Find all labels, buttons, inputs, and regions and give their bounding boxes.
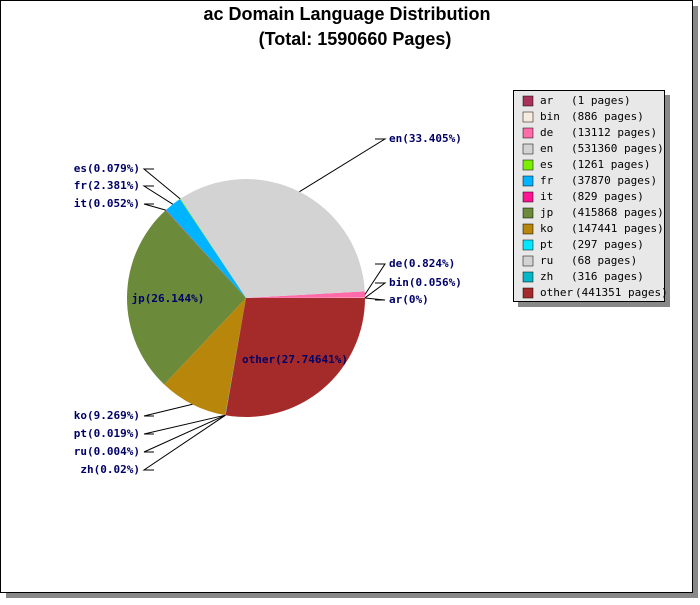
slice-label: ar(0%) — [389, 293, 429, 306]
legend-label: es — [540, 158, 553, 171]
slice-label: es(0.079%) — [74, 162, 140, 175]
legend-value: (68 pages) — [571, 254, 637, 267]
slice-label: jp(26.144%) — [132, 292, 205, 305]
slice-label: en(33.405%) — [389, 132, 462, 145]
slice-label: de(0.824%) — [389, 257, 455, 270]
legend-value: (441351 pages) — [575, 286, 668, 299]
legend-value: (316 pages) — [571, 270, 644, 283]
legend-label: de — [540, 126, 553, 139]
legend-value: (147441 pages) — [571, 222, 664, 235]
chart-subtitle: (Total: 1590660 Pages) — [259, 29, 452, 49]
legend-value: (297 pages) — [571, 238, 644, 251]
slice-label: other(27.74641%) — [242, 353, 348, 366]
legend-label: bin — [540, 110, 560, 123]
legend-label: zh — [540, 270, 553, 283]
legend-value: (13112 pages) — [571, 126, 657, 139]
legend-swatch — [523, 176, 533, 186]
legend-label: jp — [540, 206, 553, 219]
legend-swatch — [523, 224, 533, 234]
legend-swatch — [523, 144, 533, 154]
legend-label: ko — [540, 222, 553, 235]
legend-value: (829 pages) — [571, 190, 644, 203]
chart-title: ac Domain Language Distribution — [203, 4, 490, 24]
legend-swatch — [523, 272, 533, 282]
legend-label: pt — [540, 238, 553, 251]
legend-value: (531360 pages) — [571, 142, 664, 155]
legend-value: (415868 pages) — [571, 206, 664, 219]
legend-label: ru — [540, 254, 553, 267]
slice-label: bin(0.056%) — [389, 276, 462, 289]
legend-swatch — [523, 192, 533, 202]
legend-value: (1261 pages) — [571, 158, 650, 171]
legend-swatch — [523, 160, 533, 170]
slice-label: it(0.052%) — [74, 197, 140, 210]
legend-value: (37870 pages) — [571, 174, 657, 187]
legend-label: en — [540, 142, 553, 155]
slice-label: zh(0.02%) — [80, 463, 140, 476]
slice-label: fr(2.381%) — [74, 179, 140, 192]
legend-label: other — [540, 286, 573, 299]
legend-swatch — [523, 128, 533, 138]
legend-swatch — [523, 208, 533, 218]
slice-label: pt(0.019%) — [74, 427, 140, 440]
legend-swatch — [523, 112, 533, 122]
legend-swatch — [523, 96, 533, 106]
legend-value: (1 pages) — [571, 94, 631, 107]
legend-swatch — [523, 256, 533, 266]
slice-label: ko(9.269%) — [74, 409, 140, 422]
legend-swatch — [523, 288, 533, 298]
legend-value: (886 pages) — [571, 110, 644, 123]
legend-label: ar — [540, 94, 554, 107]
slice-label: ru(0.004%) — [74, 445, 140, 458]
legend-swatch — [523, 240, 533, 250]
legend-label: it — [540, 190, 553, 203]
legend-label: fr — [540, 174, 554, 187]
